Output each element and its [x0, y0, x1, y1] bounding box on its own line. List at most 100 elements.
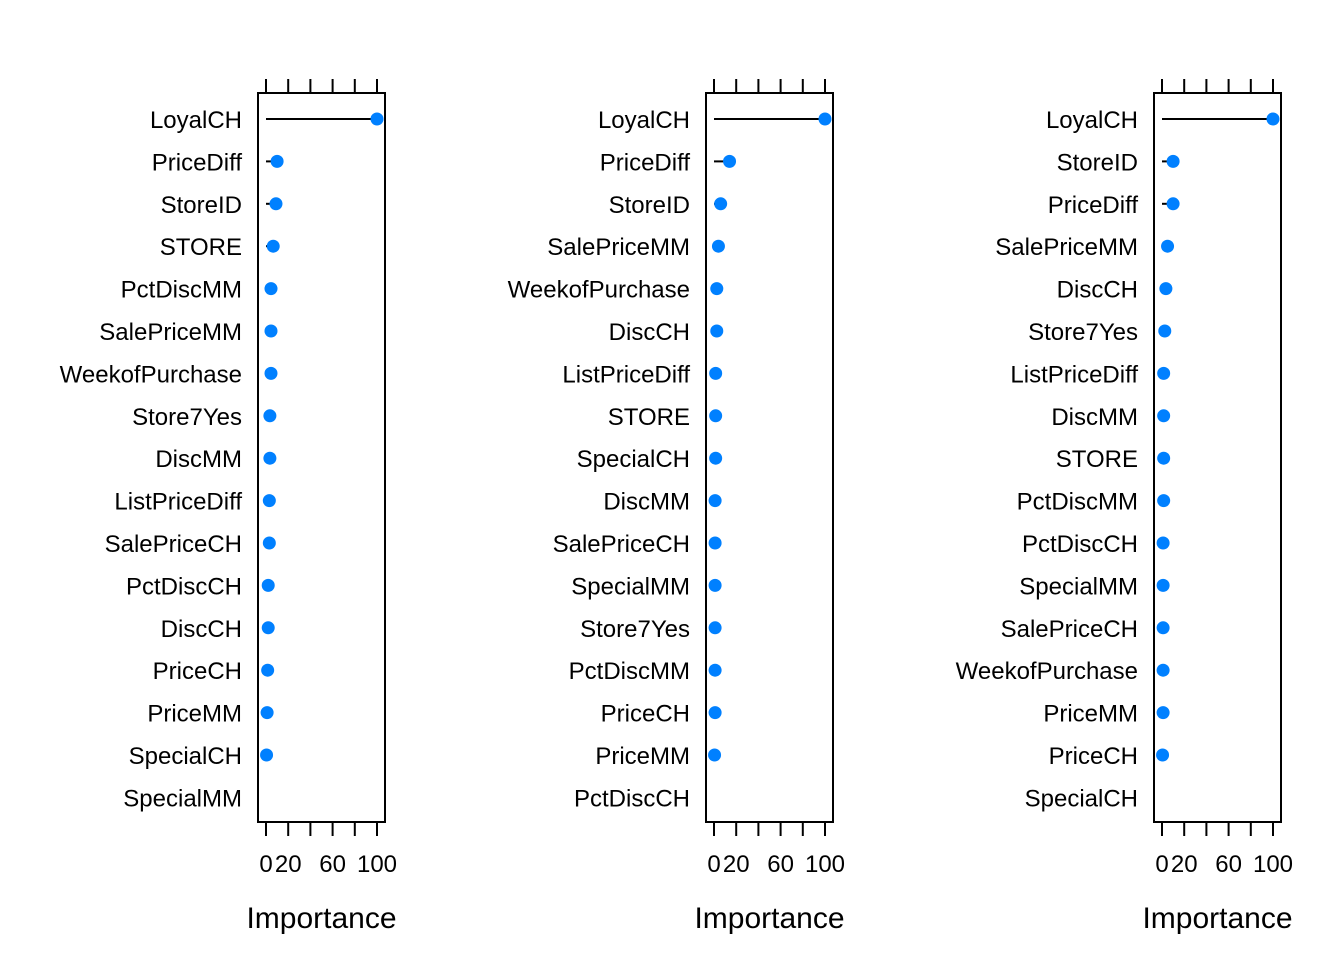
- panel-frame: [257, 92, 386, 823]
- variable-label: SpecialCH: [129, 743, 242, 770]
- x-tick-label: 100: [1253, 851, 1293, 878]
- importance-point: [264, 282, 278, 296]
- variable-label: PctDiscMM: [121, 277, 242, 304]
- variable-label: PriceCH: [1049, 743, 1138, 770]
- variable-label: STORE: [1056, 446, 1138, 473]
- importance-point: [263, 451, 277, 465]
- variable-label: LoyalCH: [1046, 107, 1138, 134]
- variable-label: SalePriceCH: [553, 531, 690, 558]
- importance-point: [709, 366, 723, 380]
- variable-label: PriceMM: [1043, 701, 1138, 728]
- importance-point: [263, 409, 277, 423]
- importance-point: [714, 197, 728, 211]
- x-tick-label: 60: [319, 851, 346, 878]
- variable-label: SpecialMM: [1019, 573, 1138, 600]
- variable-label: Store7Yes: [1028, 319, 1138, 346]
- variable-label: STORE: [608, 404, 690, 431]
- variable-label: SalePriceCH: [1001, 616, 1138, 643]
- importance-point: [266, 239, 280, 253]
- variable-label: DiscCH: [609, 319, 690, 346]
- variable-label: SpecialCH: [1025, 785, 1138, 812]
- x-tick-label: 0: [1155, 851, 1168, 878]
- variable-label: SpecialMM: [571, 573, 690, 600]
- x-tick-label: 20: [275, 851, 302, 878]
- importance-point: [1158, 324, 1172, 338]
- variable-label: SalePriceCH: [105, 531, 242, 558]
- importance-point: [1156, 578, 1170, 592]
- variable-label: DiscMM: [603, 489, 690, 516]
- variable-label: WeekofPurchase: [508, 277, 690, 304]
- variable-label: PctDiscCH: [574, 785, 690, 812]
- importance-point: [708, 748, 722, 762]
- importance-point: [261, 663, 275, 677]
- importance-point: [1157, 409, 1171, 423]
- importance-point: [710, 324, 724, 338]
- variable-label: PriceDiff: [1048, 192, 1139, 219]
- variable-label: PriceCH: [153, 658, 242, 685]
- dotplot-panel-3: 0 20 60 100 Importance LoyalCH StoreID PriceDif…: [956, 79, 1293, 935]
- variable-label: WeekofPurchase: [956, 658, 1138, 685]
- variable-label: StoreID: [609, 192, 690, 219]
- x-tick-label: 0: [259, 851, 272, 878]
- variable-label: DiscCH: [161, 616, 242, 643]
- x-axis-title: Importance: [1142, 902, 1292, 935]
- variable-label: PctDiscCH: [1022, 531, 1138, 558]
- variable-label: ListPriceDiff: [114, 489, 242, 516]
- x-axis-title: Importance: [694, 902, 844, 935]
- x-tick-label: 60: [767, 851, 794, 878]
- variable-label: SpecialMM: [123, 785, 242, 812]
- importance-point: [709, 409, 723, 423]
- x-axis-title: Importance: [246, 902, 396, 935]
- importance-point: [262, 536, 276, 550]
- importance-point: [1159, 282, 1173, 296]
- importance-point: [269, 197, 283, 211]
- variable-label: PriceMM: [595, 743, 690, 770]
- variable-label: DiscMM: [1051, 404, 1138, 431]
- importance-point: [1156, 621, 1170, 635]
- variable-label: PctDiscMM: [1017, 489, 1138, 516]
- importance-point: [818, 112, 832, 126]
- importance-point: [261, 578, 275, 592]
- importance-point: [708, 536, 722, 550]
- x-tick-label: 20: [1171, 851, 1198, 878]
- importance-point: [262, 494, 276, 508]
- variable-label: ListPriceDiff: [562, 361, 690, 388]
- importance-point: [264, 366, 278, 380]
- x-tick-label: 0: [707, 851, 720, 878]
- importance-point: [708, 578, 722, 592]
- importance-point: [708, 663, 722, 677]
- panel-frame: [1153, 92, 1282, 823]
- importance-point: [723, 154, 737, 168]
- variable-label: PctDiscMM: [569, 658, 690, 685]
- variable-label: LoyalCH: [150, 107, 242, 134]
- variable-label: DiscCH: [1057, 277, 1138, 304]
- importance-point: [1266, 112, 1280, 126]
- importance-point: [708, 621, 722, 635]
- importance-point: [261, 621, 275, 635]
- importance-point: [1156, 748, 1170, 762]
- importance-point: [1166, 154, 1180, 168]
- dotplot-panel-2: 0 20 60 100 Importance LoyalCH PriceDiff StoreI…: [508, 79, 845, 935]
- importance-point: [1157, 451, 1171, 465]
- variable-label: LoyalCH: [598, 107, 690, 134]
- variable-label: STORE: [160, 234, 242, 261]
- importance-point: [1156, 706, 1170, 720]
- dotplot-panel-1: 0 20 60 100 Importance LoyalCH PriceDiff StoreI…: [60, 79, 397, 935]
- variable-label: PriceCH: [601, 701, 690, 728]
- variable-label: ListPriceDiff: [1010, 361, 1138, 388]
- importance-point: [270, 154, 284, 168]
- x-tick-label: 100: [357, 851, 397, 878]
- x-tick-label: 60: [1215, 851, 1242, 878]
- variable-label: PctDiscCH: [126, 573, 242, 600]
- panel-frame: [705, 92, 834, 823]
- importance-point: [711, 239, 725, 253]
- variable-label: Store7Yes: [580, 616, 690, 643]
- importance-point: [370, 112, 384, 126]
- importance-point: [708, 706, 722, 720]
- importance-point: [264, 324, 278, 338]
- importance-point: [260, 748, 274, 762]
- variable-label: Store7Yes: [132, 404, 242, 431]
- variable-label: SalePriceMM: [547, 234, 690, 261]
